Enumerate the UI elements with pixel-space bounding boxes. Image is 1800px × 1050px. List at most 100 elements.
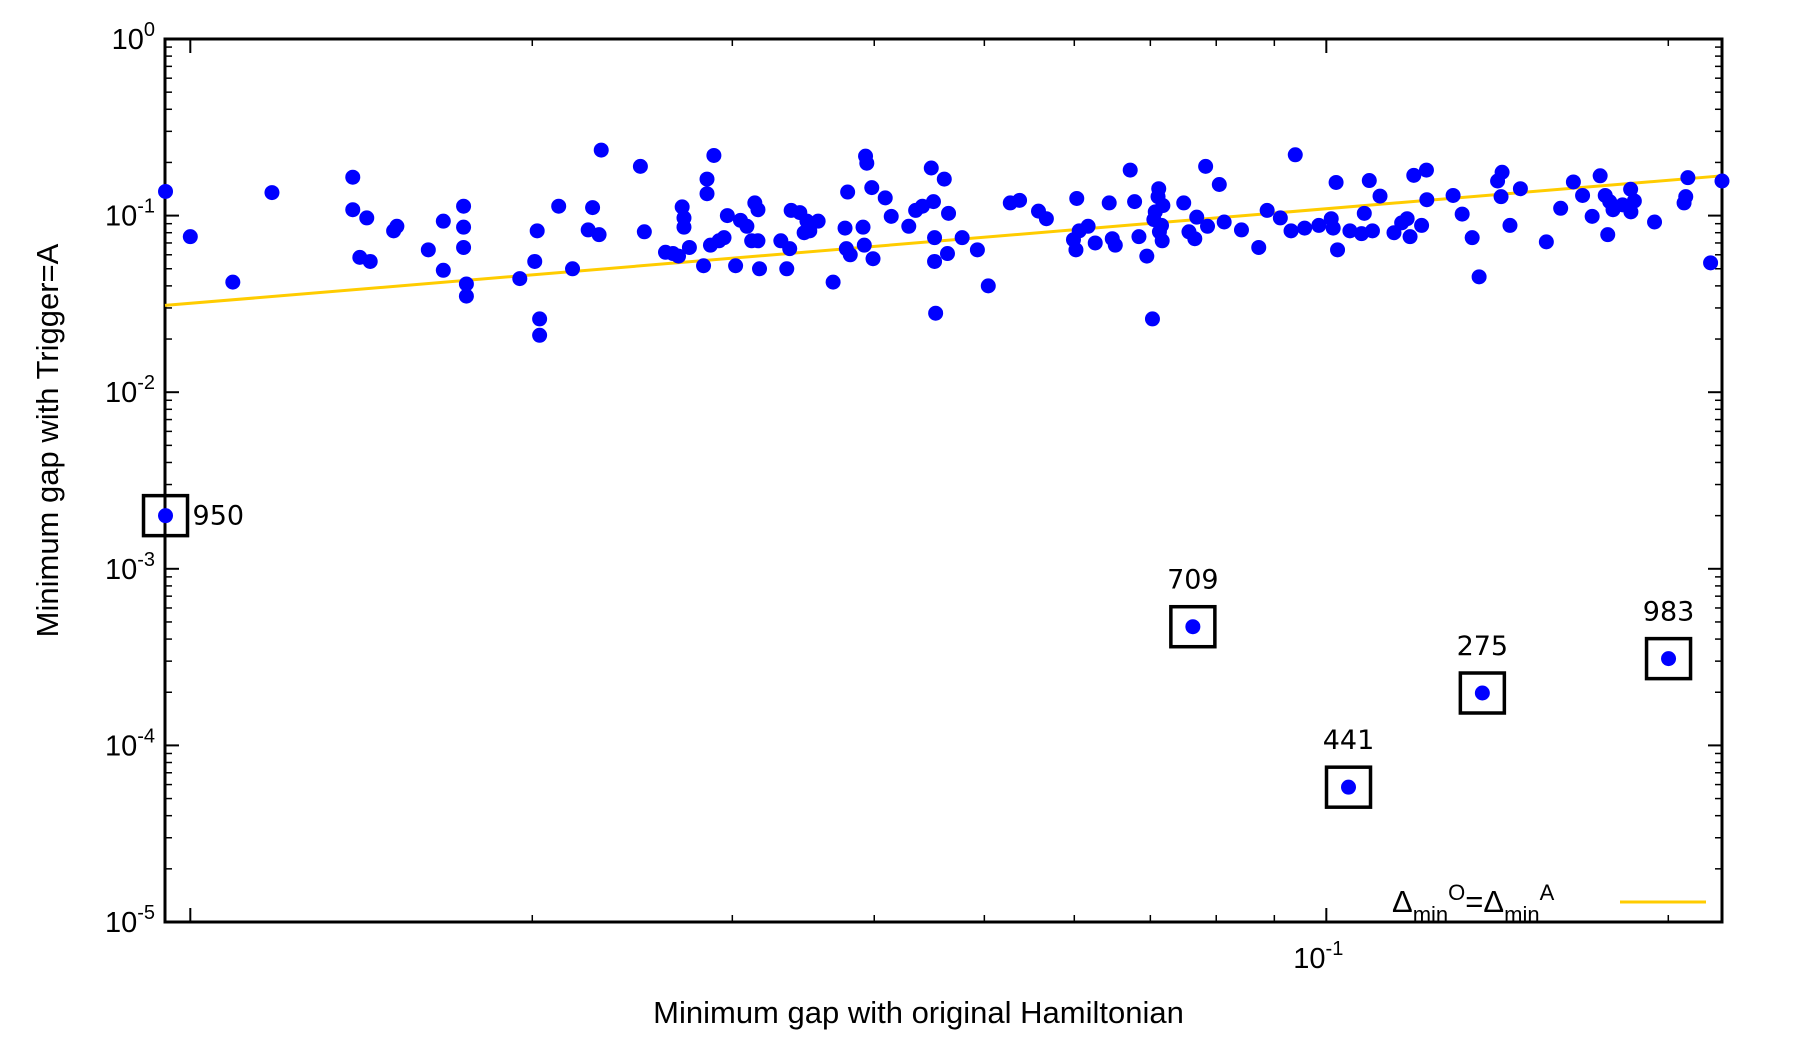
data-point bbox=[456, 219, 472, 235]
annotated-point bbox=[158, 508, 174, 524]
data-point bbox=[458, 288, 474, 304]
data-point bbox=[1176, 195, 1192, 211]
annotation-label: 441 bbox=[1323, 725, 1375, 756]
data-point bbox=[359, 210, 375, 226]
data-point bbox=[939, 246, 955, 262]
data-point bbox=[1153, 217, 1169, 233]
data-point bbox=[1122, 162, 1138, 178]
y-tick-label: 10-3 bbox=[105, 549, 155, 586]
data-point bbox=[706, 147, 722, 163]
data-point bbox=[158, 183, 174, 199]
data-point bbox=[699, 186, 715, 202]
data-point bbox=[1565, 174, 1581, 190]
data-point bbox=[1139, 248, 1155, 264]
data-point bbox=[1372, 188, 1388, 204]
legend: ΔminO=ΔminA bbox=[1392, 880, 1706, 927]
data-point bbox=[927, 253, 943, 269]
data-point bbox=[1216, 214, 1232, 230]
data-point bbox=[856, 237, 872, 253]
annotation-label: 983 bbox=[1643, 597, 1695, 628]
y-tick-exponent: -1 bbox=[137, 196, 155, 218]
data-point bbox=[1251, 239, 1267, 255]
annotation-box bbox=[141, 493, 190, 538]
data-point bbox=[1364, 223, 1380, 239]
data-point bbox=[1144, 311, 1160, 327]
fit-line bbox=[164, 174, 1723, 307]
data-point bbox=[632, 158, 648, 174]
legend-delta-2: Δ bbox=[1483, 884, 1504, 919]
annotation-box bbox=[1169, 604, 1217, 649]
data-point bbox=[969, 242, 985, 258]
legend-sub-2: min bbox=[1504, 902, 1539, 927]
data-point bbox=[752, 261, 768, 277]
data-point bbox=[681, 239, 697, 255]
data-point bbox=[1198, 158, 1214, 174]
data-point bbox=[779, 261, 795, 277]
data-point bbox=[859, 155, 875, 171]
data-point bbox=[1211, 177, 1227, 193]
y-tick-label: 10-4 bbox=[105, 725, 155, 762]
data-point bbox=[750, 202, 766, 218]
y-tick-label: 10-1 bbox=[105, 196, 155, 233]
data-point bbox=[1512, 181, 1528, 197]
data-point bbox=[782, 241, 798, 257]
data-point bbox=[636, 224, 652, 240]
data-point bbox=[456, 239, 472, 255]
data-point bbox=[264, 185, 280, 201]
x-tick-exponent: -1 bbox=[1326, 938, 1344, 960]
data-point bbox=[925, 194, 941, 210]
y-tick-exponent: -2 bbox=[137, 372, 155, 394]
data-point bbox=[512, 271, 528, 287]
data-point bbox=[1402, 229, 1418, 245]
x-tick-label: 10-1 bbox=[1293, 938, 1343, 975]
annotation-label: 709 bbox=[1167, 565, 1219, 596]
data-point bbox=[456, 198, 472, 214]
data-point bbox=[389, 218, 405, 234]
annotated-point bbox=[1661, 651, 1677, 667]
data-point bbox=[420, 242, 436, 258]
data-point bbox=[1471, 269, 1487, 285]
data-point bbox=[825, 274, 841, 290]
data-point bbox=[1297, 220, 1313, 236]
y-tick-label: 10-5 bbox=[105, 902, 155, 939]
data-point bbox=[1151, 181, 1167, 197]
data-point bbox=[593, 142, 609, 158]
data-point bbox=[980, 278, 996, 294]
data-point bbox=[1342, 223, 1358, 239]
data-point bbox=[1155, 198, 1171, 214]
data-point bbox=[1259, 202, 1275, 218]
annotation-label: 950 bbox=[193, 501, 245, 532]
y-axis-label: Minimum gap with Trigger=A bbox=[30, 243, 65, 637]
data-point bbox=[435, 213, 451, 229]
annotation-label: 275 bbox=[1457, 631, 1509, 662]
data-point bbox=[877, 190, 893, 206]
data-point bbox=[1272, 210, 1288, 226]
data-point bbox=[936, 171, 952, 187]
data-point bbox=[1494, 164, 1510, 180]
plot-frame bbox=[163, 37, 1724, 924]
data-point bbox=[532, 311, 548, 327]
y-tick-label: 10-2 bbox=[105, 372, 155, 409]
data-point bbox=[1189, 209, 1205, 225]
data-point bbox=[1325, 220, 1341, 236]
data-point bbox=[855, 219, 871, 235]
y-tick-label: 100 bbox=[112, 19, 155, 56]
x-tick-base: 10 bbox=[1293, 943, 1325, 975]
data-point bbox=[1464, 230, 1480, 246]
data-point bbox=[565, 261, 581, 277]
annotation-box bbox=[1324, 765, 1373, 809]
data-point bbox=[842, 247, 858, 263]
data-point bbox=[1454, 206, 1470, 222]
annotated-point bbox=[1185, 619, 1201, 635]
data-point bbox=[928, 305, 944, 321]
data-point bbox=[1068, 242, 1084, 258]
data-point bbox=[716, 230, 732, 246]
data-points bbox=[158, 142, 1730, 343]
data-point bbox=[1038, 211, 1054, 227]
data-point bbox=[362, 253, 378, 269]
data-point bbox=[1399, 211, 1415, 227]
x-axis-label: Minimum gap with original Hamiltonian bbox=[653, 995, 1184, 1030]
data-point bbox=[1283, 223, 1299, 239]
fit-line-layer bbox=[164, 174, 1723, 307]
